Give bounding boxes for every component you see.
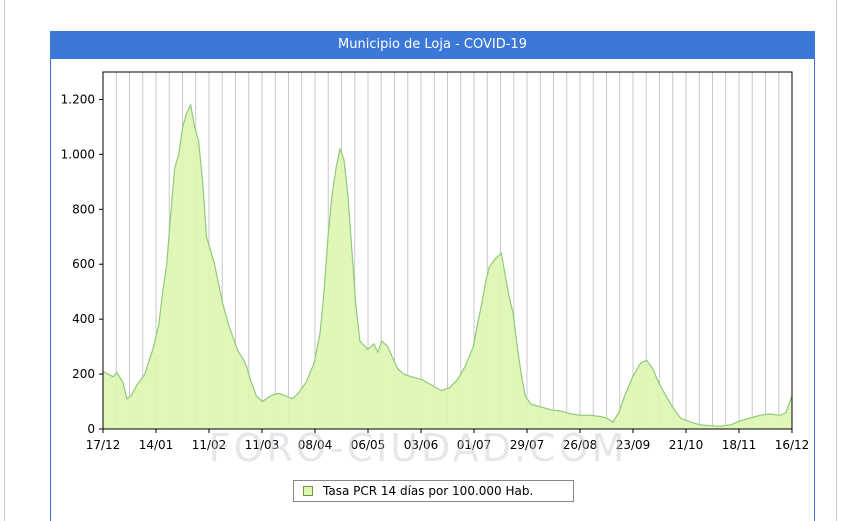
- x-tick-label: 23/09: [616, 438, 651, 452]
- chart-legend[interactable]: Tasa PCR 14 días por 100.000 Hab.: [293, 480, 574, 502]
- x-tick-label: 08/04: [298, 438, 333, 452]
- series-area-tasa-pcr: [103, 105, 792, 429]
- x-tick-label: 26/08: [563, 438, 598, 452]
- y-tick-label: 600: [72, 257, 95, 271]
- x-axis-ticks: 17/12 14/01 11/02 11/03 08/04 06/05 03/06 01/07…: [86, 429, 810, 452]
- y-tick-label: 0: [87, 422, 95, 436]
- x-tick-label: 11/03: [245, 438, 280, 452]
- x-tick-label: 29/07: [510, 438, 545, 452]
- y-tick-label: 1.200: [61, 92, 95, 106]
- y-tick-label: 200: [72, 367, 95, 381]
- x-tick-label: 11/02: [192, 438, 227, 452]
- x-tick-label: 18/11: [722, 438, 757, 452]
- y-axis-ticks: 0 200 400 600 800 1.000 1.200: [61, 92, 103, 436]
- legend-swatch: [303, 486, 313, 496]
- x-tick-label: 21/10: [669, 438, 704, 452]
- legend-label: Tasa PCR 14 días por 100.000 Hab.: [323, 484, 534, 498]
- x-tick-label: 14/01: [139, 438, 174, 452]
- chart-title: Municipio de Loja - COVID-19: [50, 31, 815, 59]
- x-tick-label: 06/05: [351, 438, 386, 452]
- y-tick-label: 800: [72, 202, 95, 216]
- plot-border: [102, 71, 793, 430]
- window-frame-left: [4, 0, 5, 521]
- y-tick-label: 1.000: [61, 147, 95, 161]
- x-tick-label: 03/06: [404, 438, 439, 452]
- window-frame-right: [836, 0, 837, 521]
- y-tick-label: 400: [72, 312, 95, 326]
- x-tick-label: 17/12: [86, 438, 121, 452]
- x-tick-label: 01/07: [457, 438, 492, 452]
- series-line-tasa-pcr: [102, 103, 793, 427]
- x-tick-label: 16/12: [775, 438, 810, 452]
